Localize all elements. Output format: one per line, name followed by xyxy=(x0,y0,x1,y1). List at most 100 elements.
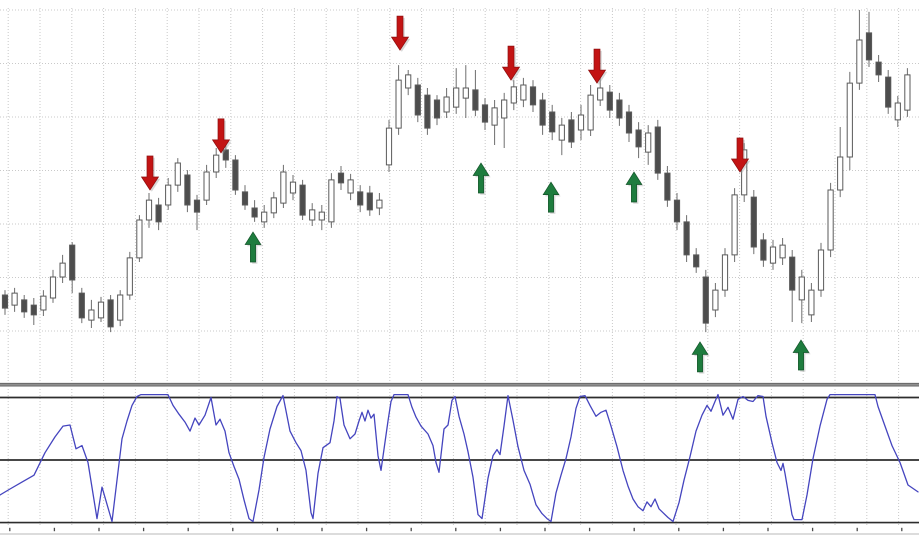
sell-arrow-icon xyxy=(501,45,522,82)
candle xyxy=(721,248,729,297)
candle xyxy=(357,185,364,213)
candle xyxy=(712,283,719,318)
candle xyxy=(568,112,575,148)
buy-arrow-icon xyxy=(244,231,263,264)
candle xyxy=(232,155,239,195)
candle xyxy=(453,68,460,114)
candle xyxy=(577,104,585,141)
candlestick-series xyxy=(1,10,911,333)
candle xyxy=(741,143,748,202)
candle xyxy=(184,170,191,213)
candle xyxy=(30,298,37,325)
sell-arrow-icon xyxy=(730,137,751,174)
candle xyxy=(433,95,441,126)
candle xyxy=(443,88,450,118)
candle xyxy=(299,179,306,220)
candle xyxy=(491,100,498,145)
candle xyxy=(280,164,287,208)
candle xyxy=(107,295,114,333)
candle xyxy=(529,80,537,112)
candle xyxy=(731,188,738,262)
candle xyxy=(606,85,613,118)
indicator-levels xyxy=(0,396,919,524)
candle xyxy=(645,125,652,165)
candle xyxy=(693,248,700,273)
candle xyxy=(414,77,421,123)
candle xyxy=(395,65,402,135)
candle xyxy=(481,98,489,130)
candle xyxy=(318,205,325,231)
candle xyxy=(597,77,604,106)
candle xyxy=(664,166,671,207)
candle xyxy=(145,193,153,228)
sell-arrow-icon xyxy=(211,118,232,155)
candle xyxy=(405,70,412,96)
candle xyxy=(549,104,556,141)
signal-markers xyxy=(140,15,811,374)
candle xyxy=(683,215,690,262)
buy-arrow-icon xyxy=(691,341,710,374)
candle xyxy=(837,127,844,198)
candle xyxy=(472,70,479,117)
sell-arrow-icon xyxy=(140,155,161,192)
time-axis-ticks xyxy=(0,527,919,535)
candle xyxy=(779,238,786,265)
candle xyxy=(88,299,95,328)
pane-separator[interactable] xyxy=(0,382,919,387)
candle xyxy=(222,145,229,168)
candle xyxy=(520,77,527,108)
candle xyxy=(11,287,18,312)
candle xyxy=(539,92,546,135)
buy-arrow-icon xyxy=(542,181,561,214)
candle xyxy=(385,119,393,172)
candle xyxy=(769,239,777,270)
candle xyxy=(126,251,133,300)
candle xyxy=(155,197,162,231)
candle xyxy=(21,295,28,318)
candle xyxy=(510,80,517,111)
candle xyxy=(366,185,373,216)
candle xyxy=(241,185,249,210)
candle xyxy=(501,92,508,148)
candle xyxy=(136,215,143,262)
candle xyxy=(270,191,277,219)
candle xyxy=(789,250,796,322)
candle xyxy=(174,158,181,192)
candle xyxy=(760,233,767,267)
candle xyxy=(635,122,642,159)
candle xyxy=(558,118,565,156)
candle xyxy=(894,95,901,127)
candle xyxy=(808,283,815,322)
candle xyxy=(97,296,105,322)
candle xyxy=(654,119,661,180)
candle xyxy=(165,178,172,210)
buy-arrow-icon xyxy=(472,162,491,195)
candle xyxy=(673,193,681,231)
buy-arrow-icon xyxy=(792,339,811,372)
candle xyxy=(328,173,335,228)
candle xyxy=(203,164,210,205)
candle xyxy=(750,190,757,255)
oscillator-line xyxy=(0,393,919,523)
candle xyxy=(856,10,863,90)
candle xyxy=(885,70,892,114)
candle xyxy=(251,200,258,222)
candle xyxy=(424,88,431,135)
candle xyxy=(625,104,633,142)
candle xyxy=(337,166,345,190)
candle xyxy=(904,68,911,117)
buy-arrow-icon xyxy=(625,171,644,204)
sell-arrow-icon xyxy=(587,48,608,85)
candle xyxy=(347,173,354,201)
candle xyxy=(59,254,66,283)
candle xyxy=(798,269,805,324)
candle xyxy=(49,269,57,303)
candle xyxy=(213,148,220,178)
candle xyxy=(462,65,469,118)
candle xyxy=(69,242,76,294)
sell-arrow-icon xyxy=(390,15,411,52)
candle xyxy=(261,205,268,228)
